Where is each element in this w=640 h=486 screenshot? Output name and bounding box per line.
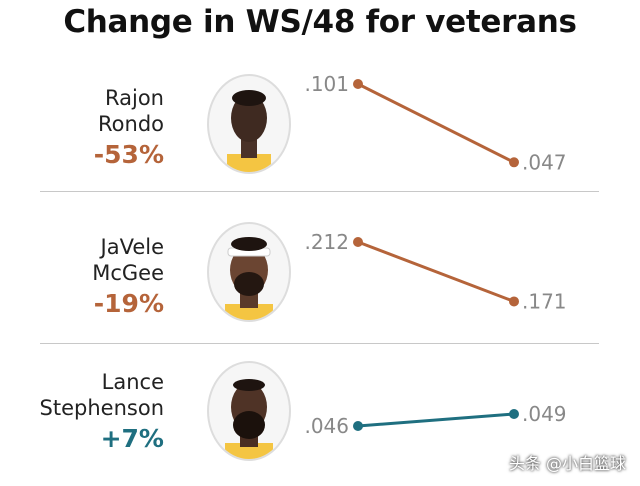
row-divider <box>40 343 599 344</box>
change-percent: +7% <box>100 424 164 453</box>
player-portrait-icon <box>207 361 291 461</box>
player-name-last: Stephenson <box>39 396 164 420</box>
end-point <box>509 157 519 168</box>
watermark: 头条 @小白篮球 <box>508 454 626 473</box>
change-percent: -19% <box>93 289 164 318</box>
start-value-label: .046 <box>304 414 349 438</box>
player-name-first: Rajon <box>105 86 164 110</box>
series-line <box>357 82 515 164</box>
start-point <box>353 79 363 89</box>
end-value-label: .049 <box>522 402 567 426</box>
start-value-label: .101 <box>304 72 349 96</box>
end-point <box>509 296 519 307</box>
end-value-label: .171 <box>522 289 567 313</box>
change-percent: -53% <box>93 140 164 169</box>
player-name-last: McGee <box>92 261 164 285</box>
series-line <box>357 240 515 303</box>
start-value-label: .212 <box>304 230 349 254</box>
start-point <box>353 421 363 431</box>
player-name-first: Lance <box>101 370 164 394</box>
player-name-first: JaVele <box>100 235 164 259</box>
end-value-label: .047 <box>522 150 567 174</box>
chart-title: Change in WS/48 for veterans <box>63 4 577 40</box>
player-portrait-icon <box>207 74 291 174</box>
player-name-last: Rondo <box>98 112 164 136</box>
end-point <box>509 409 519 419</box>
start-point <box>353 237 363 247</box>
series-line <box>357 412 515 428</box>
row-divider <box>40 191 599 192</box>
player-portrait-icon <box>207 222 291 322</box>
